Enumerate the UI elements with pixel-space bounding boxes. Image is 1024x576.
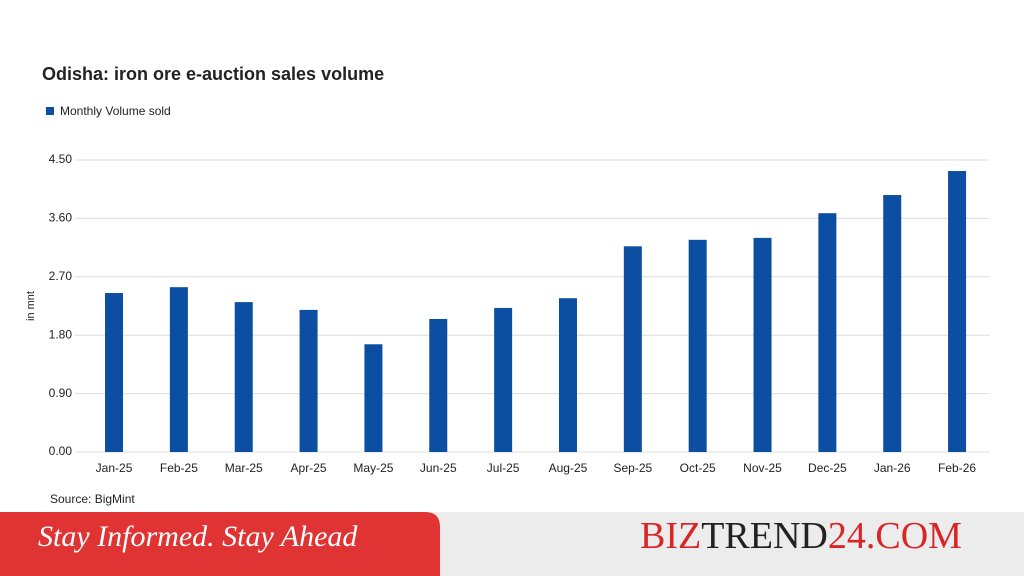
bar bbox=[818, 213, 837, 452]
brand-part: TREND bbox=[701, 515, 828, 557]
plot: 0.00 0.90 1.80 2.70 3.60 4.50 Jan-25 Feb-25 Mar-… bbox=[49, 152, 990, 475]
bar bbox=[494, 307, 513, 452]
y-tick-label: 1.80 bbox=[49, 327, 73, 341]
y-tick-label: 2.70 bbox=[49, 269, 73, 283]
tagline-banner bbox=[0, 512, 440, 576]
x-tick-label: Jan-25 bbox=[96, 461, 133, 475]
x-tick-label: Aug-25 bbox=[549, 461, 588, 475]
legend-label: Monthly Volume sold bbox=[60, 104, 171, 118]
x-tick-label: Jan-26 bbox=[874, 461, 911, 475]
bar bbox=[883, 195, 902, 453]
x-tick-label: Nov-25 bbox=[743, 461, 782, 475]
bar bbox=[558, 298, 577, 452]
x-tick-label: Jul-25 bbox=[487, 461, 520, 475]
bar bbox=[364, 344, 383, 452]
legend-swatch bbox=[46, 107, 54, 115]
x-tick-label: Dec-25 bbox=[808, 461, 847, 475]
y-axis-label: in mnt bbox=[25, 291, 37, 321]
x-tick-label: Mar-25 bbox=[225, 461, 263, 475]
bar bbox=[169, 287, 188, 452]
x-tick-label: Sep-25 bbox=[613, 461, 652, 475]
brand-part: .COM bbox=[866, 515, 962, 557]
bar bbox=[429, 318, 448, 452]
y-tick-label: 3.60 bbox=[49, 211, 73, 225]
bar bbox=[753, 237, 772, 452]
x-tick-label: May-25 bbox=[353, 461, 393, 475]
x-tick-label: Jun-25 bbox=[420, 461, 457, 475]
y-tick-label: 0.90 bbox=[49, 386, 73, 400]
x-tick-label: Feb-26 bbox=[938, 461, 976, 475]
brand-part: 24 bbox=[828, 515, 866, 557]
chart-title: Odisha: iron ore e-auction sales volume bbox=[42, 64, 384, 84]
y-tick-label: 4.50 bbox=[49, 152, 73, 166]
bar bbox=[688, 239, 707, 452]
x-tick-label: Feb-25 bbox=[160, 461, 198, 475]
x-tick-label: Oct-25 bbox=[680, 461, 716, 475]
brand-part: BIZ bbox=[640, 515, 701, 557]
source: Source: BigMint bbox=[50, 492, 135, 506]
tagline: Stay Informed. Stay Ahead bbox=[38, 520, 358, 553]
bar bbox=[299, 309, 318, 452]
bar bbox=[105, 293, 124, 452]
x-tick-label: Apr-25 bbox=[291, 461, 327, 475]
bar bbox=[948, 171, 967, 452]
bar bbox=[623, 246, 642, 452]
brand: BIZTREND24.COM bbox=[640, 515, 962, 557]
bar bbox=[234, 302, 253, 452]
y-tick-label: 0.00 bbox=[49, 444, 73, 458]
